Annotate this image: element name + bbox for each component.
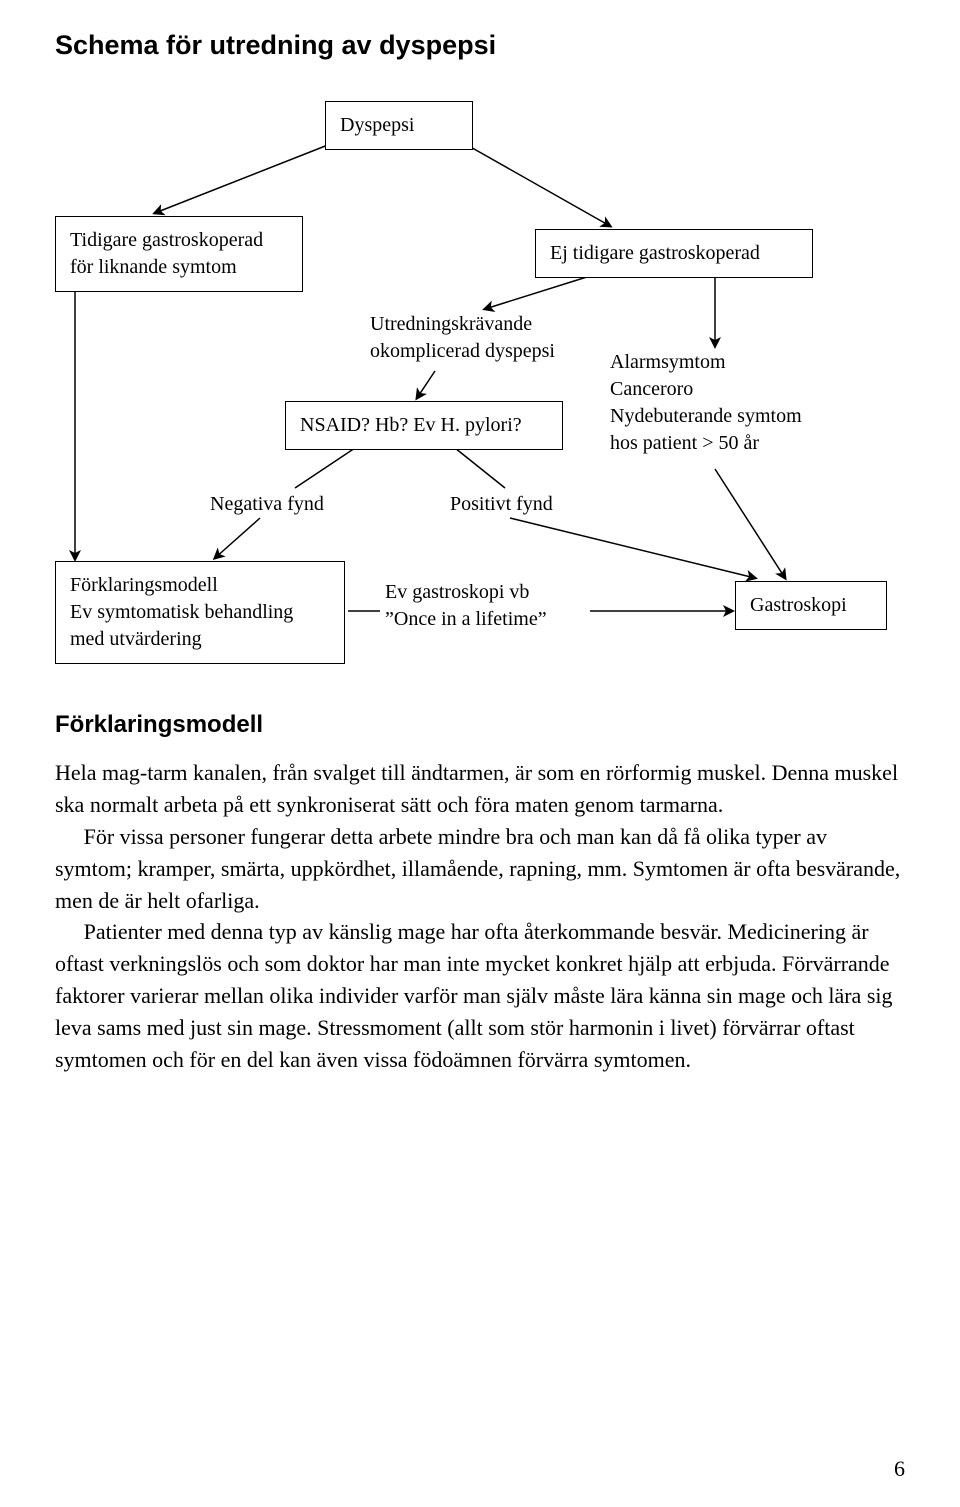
page-title: Schema för utredning av dyspepsi bbox=[55, 30, 905, 61]
node-neg_fynd: Negativa fynd bbox=[210, 491, 324, 518]
node-tidigare: Tidigare gastroskoperadför liknande symt… bbox=[55, 216, 303, 292]
node-forklaring: FörklaringsmodellEv symtomatisk behandli… bbox=[55, 561, 345, 664]
node-utredning: Utredningskrävandeokomplicerad dyspepsi bbox=[370, 311, 555, 365]
body-paragraphs: Hela mag-tarm kanalen, från svalget till… bbox=[55, 757, 905, 1076]
node-gastroskopi: Gastroskopi bbox=[735, 581, 887, 630]
flowchart-diagram: Dyspepsi Tidigare gastroskoperadför likna… bbox=[55, 101, 905, 691]
body-p2: För vissa personer fungerar detta arbete… bbox=[55, 824, 900, 913]
node-nsaid: NSAID? Hb? Ev H. pylori? bbox=[285, 401, 563, 450]
body-heading: Förklaringsmodell bbox=[55, 711, 905, 739]
node-alarm: AlarmsymtomCanceroroNydebuterande symtom… bbox=[610, 349, 802, 457]
node-pos_fynd: Positivt fynd bbox=[450, 491, 553, 518]
body-p1: Hela mag-tarm kanalen, från svalget till… bbox=[55, 760, 898, 817]
page-number: 6 bbox=[894, 1456, 905, 1482]
body-p3: Patienter med denna typ av känslig mage … bbox=[55, 919, 893, 1072]
node-ej_tidigare: Ej tidigare gastroskoperad bbox=[535, 229, 813, 278]
node-dyspepsi: Dyspepsi bbox=[325, 101, 473, 150]
node-ev_gastro: Ev gastroskopi vb”Once in a lifetime” bbox=[385, 579, 547, 633]
